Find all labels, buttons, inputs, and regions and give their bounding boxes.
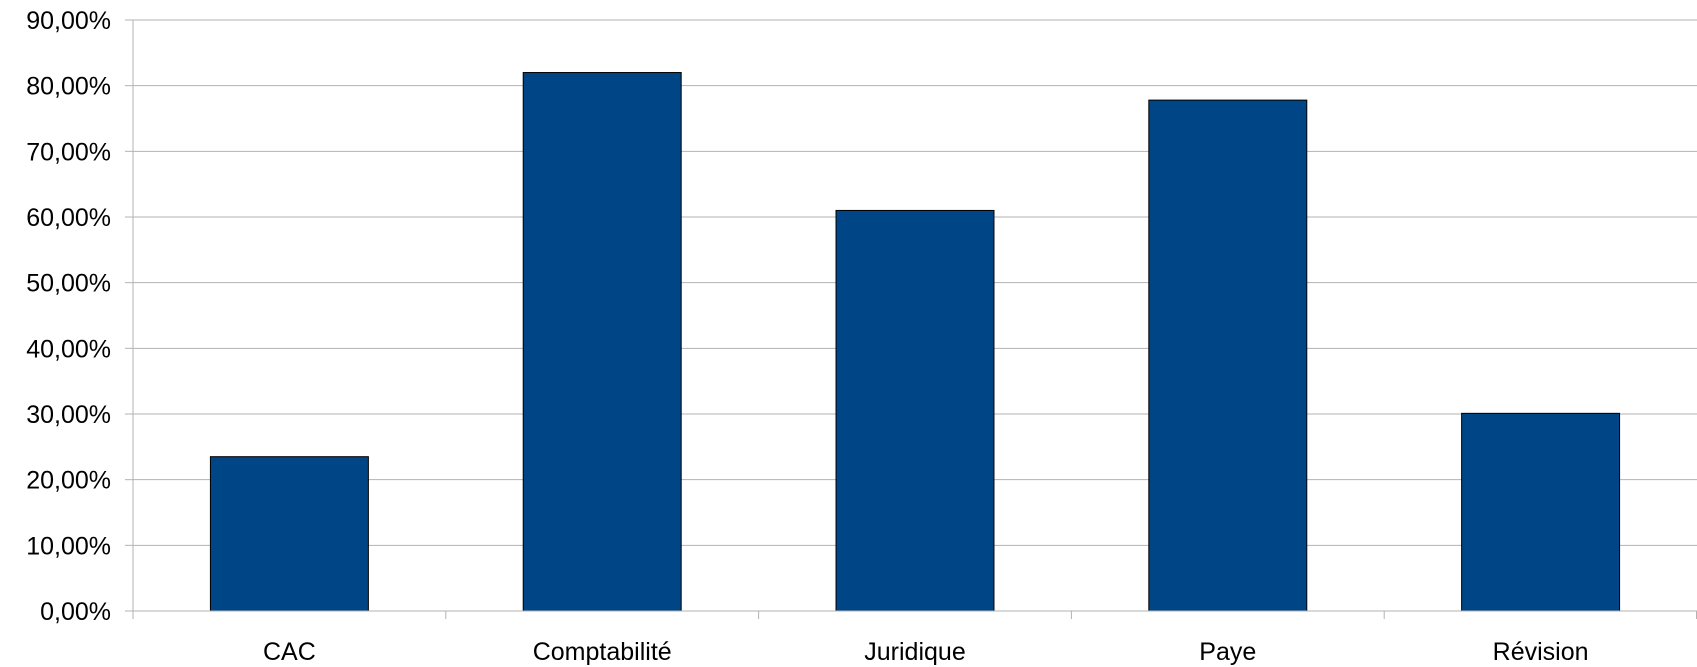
bars bbox=[210, 73, 1619, 611]
bar-1 bbox=[523, 73, 681, 611]
y-tick-label: 20,00% bbox=[26, 467, 111, 495]
y-tick-label: 30,00% bbox=[26, 401, 111, 429]
bar-0 bbox=[210, 457, 368, 611]
y-tick-label: 50,00% bbox=[26, 270, 111, 298]
bar-2 bbox=[836, 210, 994, 611]
x-category-label: Comptabilité bbox=[533, 638, 672, 666]
x-axis-category-labels: CAC Comptabilité Juridique Paye Révision bbox=[263, 638, 1589, 666]
x-category-label: Révision bbox=[1493, 638, 1589, 666]
bar-3 bbox=[1149, 100, 1307, 611]
y-axis-tick-labels: 0,00% 10,00% 20,00% 30,00% 40,00% 50,00% 60,00… bbox=[26, 7, 111, 626]
y-tick-label: 90,00% bbox=[26, 7, 111, 35]
bar-4 bbox=[1462, 413, 1620, 611]
x-category-label: Paye bbox=[1199, 638, 1256, 666]
y-tick-label: 0,00% bbox=[40, 598, 111, 626]
y-tick-label: 60,00% bbox=[26, 204, 111, 232]
y-tick-label: 10,00% bbox=[26, 532, 111, 560]
y-tick-label: 70,00% bbox=[26, 138, 111, 166]
x-category-label: CAC bbox=[263, 638, 316, 666]
y-tick-label: 40,00% bbox=[26, 335, 111, 363]
y-tick-label: 80,00% bbox=[26, 73, 111, 101]
x-category-label: Juridique bbox=[864, 638, 965, 666]
